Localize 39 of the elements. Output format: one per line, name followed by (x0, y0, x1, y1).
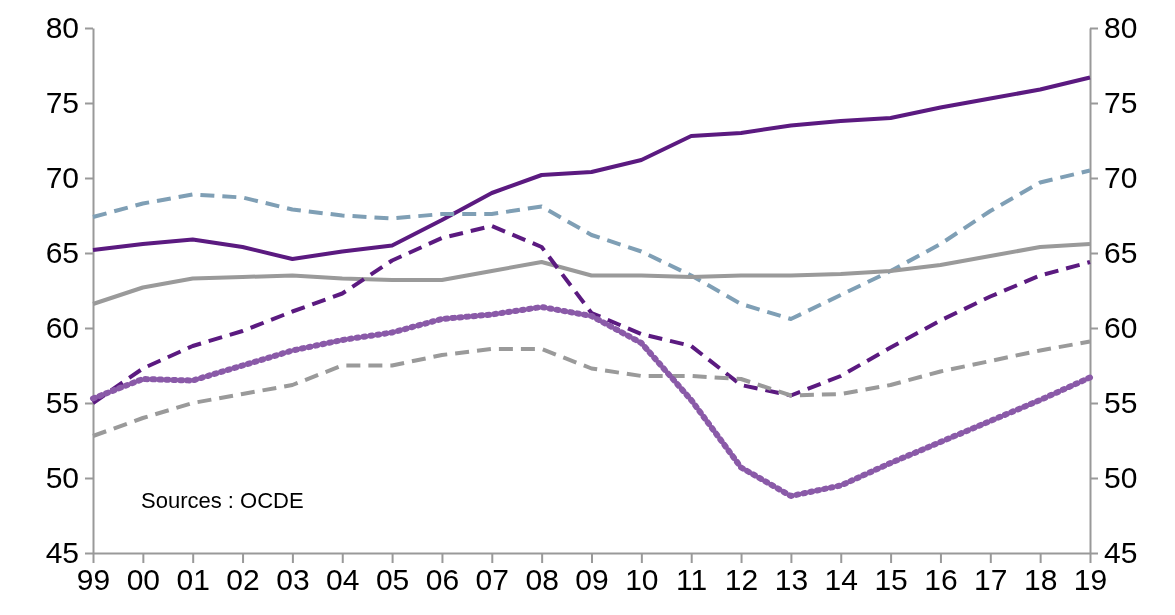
x-tick-label: 02 (226, 563, 260, 597)
x-tick-label: 15 (874, 563, 908, 597)
y2-tick-label: 55 (1104, 386, 1138, 420)
y-tick-label: 50 (45, 461, 79, 495)
y2-tick-label: 75 (1104, 86, 1138, 120)
x-tick-label: 01 (176, 563, 210, 597)
y-tick-label: 55 (45, 386, 79, 420)
x-tick-label: 10 (625, 563, 659, 597)
y-tick-label: 70 (45, 161, 79, 195)
x-tick-label: 04 (326, 563, 360, 597)
x-tick-label: 99 (76, 563, 111, 597)
line-series (91, 224, 1092, 405)
x-tick-label: 07 (475, 563, 509, 597)
x-tick-label: 06 (425, 563, 460, 597)
y-tick-label: 45 (45, 536, 79, 570)
y2-tick-label: 70 (1104, 161, 1138, 195)
x-tick-label: 18 (1023, 563, 1058, 597)
x-tick-label: 14 (824, 563, 858, 597)
y-tick-label: 80 (45, 11, 79, 45)
line-series (91, 75, 1092, 261)
x-tick-label: 05 (375, 563, 410, 597)
y-tick-label: 60 (45, 311, 79, 345)
x-tick-label: 03 (276, 563, 310, 597)
x-tick-label: 11 (676, 563, 708, 597)
annotation: Sources : OCDE (141, 488, 304, 513)
y2-tick-label: 50 (1104, 461, 1138, 495)
x-tick-label: 16 (924, 563, 958, 597)
x-tick-label: 00 (126, 563, 161, 597)
line-series (91, 168, 1092, 321)
y2-tick-label: 60 (1104, 311, 1138, 345)
y-tick-label: 65 (45, 236, 79, 270)
y-tick-label: 75 (45, 86, 79, 120)
x-tick-label: 08 (525, 563, 559, 597)
x-tick-label: 12 (724, 563, 759, 597)
y2-tick-label: 65 (1104, 236, 1138, 270)
x-tick-label: 17 (974, 563, 1008, 597)
y2-tick-label: 80 (1104, 11, 1138, 45)
x-tick-label: 13 (774, 563, 809, 597)
x-tick-label: 09 (575, 563, 609, 597)
